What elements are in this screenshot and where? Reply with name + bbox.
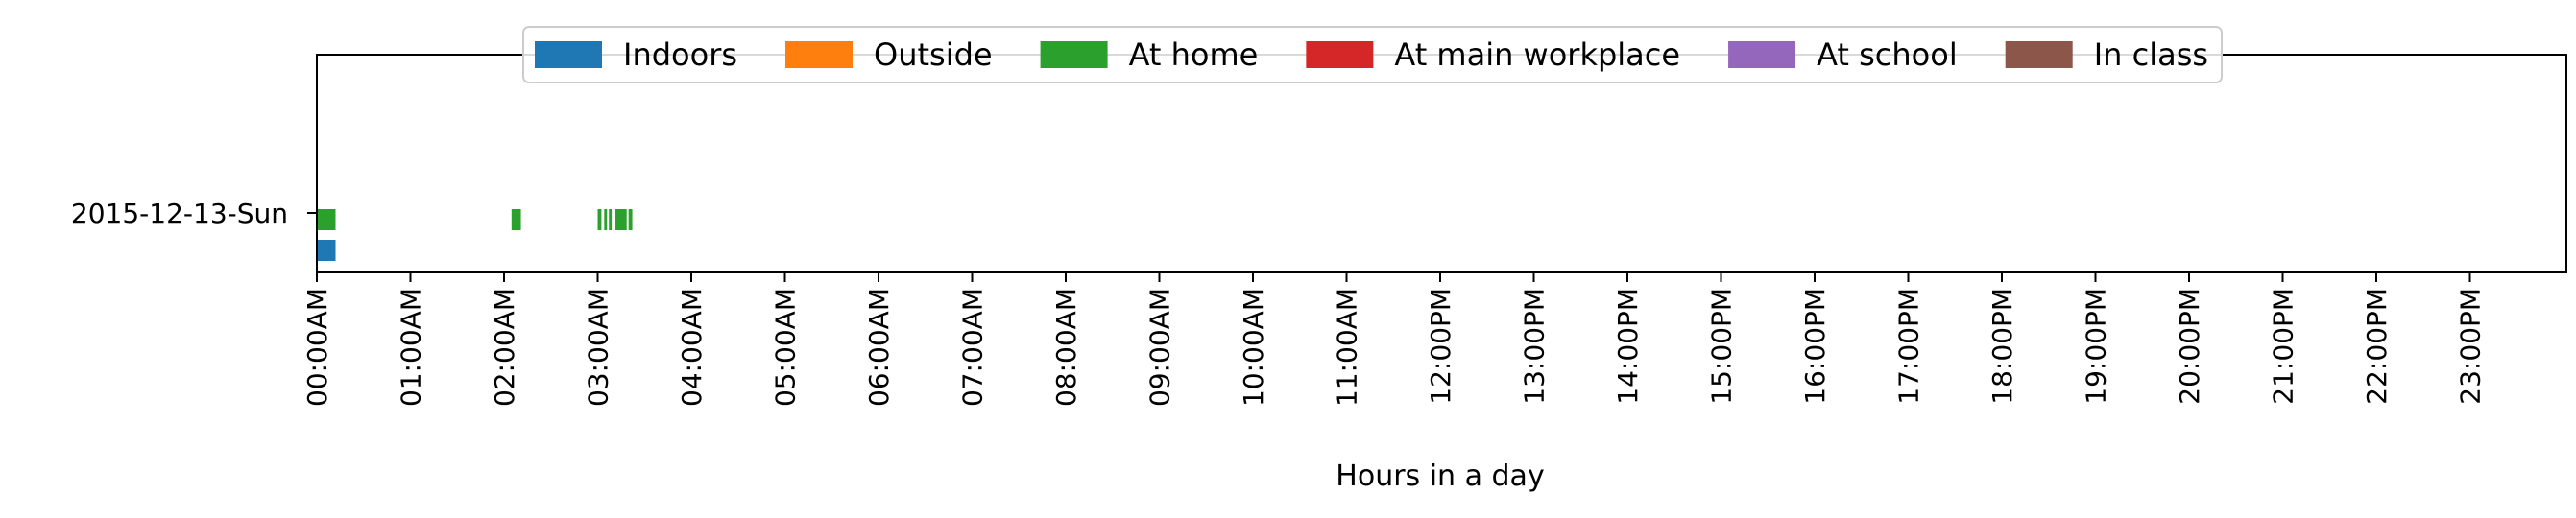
legend-label-indoors: Indoors [623,36,737,73]
x-tick-label: 21:00PM [2268,288,2299,405]
bar-at-home-0 [317,209,336,230]
x-tick-label: 09:00AM [1144,288,1176,407]
x-tick-label: 18:00PM [1986,288,2018,405]
x-tick-label: 15:00PM [1706,288,1738,405]
bar-at-home-4 [609,209,613,230]
x-tick-label: 17:00PM [1893,288,1925,405]
legend-swatch-at-home [1040,41,1108,68]
bar-at-home-1 [511,209,521,230]
x-tick-label: 05:00AM [770,288,802,407]
x-axis-label: Hours in a day [1336,459,1544,493]
y-tick-label-day: 2015-12-13-Sun [71,198,288,229]
bar-at-home-5 [615,209,627,230]
x-tick-label: 14:00PM [1612,288,1644,405]
x-tick-label: 22:00PM [2361,288,2393,405]
legend-swatch-at-main-workplace [1306,41,1374,68]
x-tick-label: 13:00PM [1519,288,1551,405]
legend-label-at-school: At school [1817,36,1958,73]
legend-label-outside: Outside [874,36,993,73]
legend-swatch-at-school [1728,41,1796,68]
x-tick-label: 03:00AM [583,288,614,407]
x-tick-label: 02:00AM [489,288,520,407]
legend: Indoors Outside At home At main workplace At… [522,26,2224,83]
x-tick-label: 07:00AM [957,288,989,407]
legend-label-at-main-workplace: At main workplace [1394,36,1680,73]
x-tick-label: 16:00PM [1799,288,1831,405]
bar-indoors-0 [317,240,336,261]
y-axis: 2015-12-13-Sun [71,198,317,229]
legend-label-at-home: At home [1129,36,1259,73]
x-tick-label: 00:00AM [301,288,333,407]
bar-at-home-6 [628,209,633,230]
x-tick-label: 20:00PM [2174,288,2205,405]
x-tick-label: 23:00PM [2455,288,2487,405]
x-tick-label: 06:00AM [863,288,895,407]
x-axis: 00:00AM 01:00AM 02:00AM 03:00AM 04:00AM 05:00… [301,272,2487,407]
x-tick-label: 12:00PM [1425,288,1457,405]
legend-swatch-outside [785,41,854,68]
x-tick-label: 04:00AM [676,288,708,407]
x-tick-label: 19:00PM [2081,288,2112,405]
legend-label-in-class: In class [2094,36,2208,73]
bars-layer [317,209,633,261]
x-tick-label: 11:00AM [1332,288,1363,407]
x-tick-label: 01:00AM [396,288,427,407]
bar-at-home-2 [597,209,602,230]
legend-items: Indoors Outside At home At main workplace At… [535,36,2208,73]
legend-swatch-in-class [2005,41,2073,68]
bar-at-home-3 [604,209,608,230]
x-tick-label: 08:00AM [1050,288,1082,407]
x-tick-label: 10:00AM [1238,288,1269,407]
legend-swatch-indoors [535,41,602,68]
